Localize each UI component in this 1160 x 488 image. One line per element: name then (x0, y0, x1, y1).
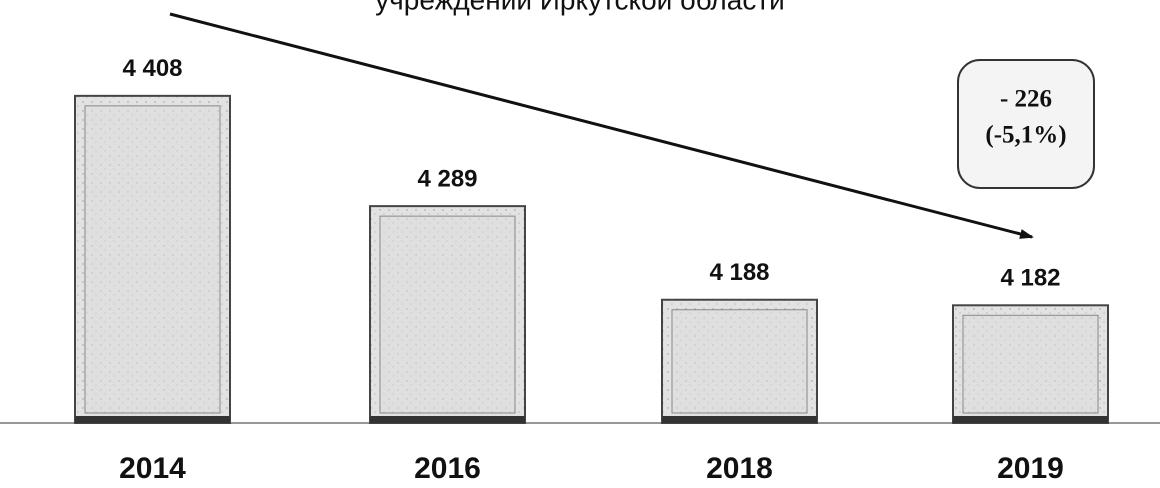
value-label: 4 182 (1000, 265, 1060, 292)
trend-arrow (169, 12, 1034, 239)
chart-title: учреждений Иркутской области (375, 0, 785, 15)
bar-bevel (962, 314, 1099, 414)
value-label: 4 188 (709, 259, 769, 286)
bar-bevel (379, 215, 516, 414)
bar-shadow (75, 416, 230, 423)
bar-shadow (662, 416, 817, 423)
value-label: 4 289 (417, 165, 477, 192)
annotation-box (957, 59, 1095, 189)
annotation: (-5,1%) (985, 122, 1066, 149)
x-tick-label: 2018 (706, 452, 773, 485)
bar-bevel (84, 105, 221, 414)
bar-shadow (370, 416, 525, 423)
x-tick-label: 2019 (997, 452, 1064, 485)
annotation: - 226 (1000, 86, 1052, 113)
bar-shadow (953, 416, 1108, 423)
value-label: 4 408 (122, 55, 182, 82)
bar-bevel (671, 309, 808, 414)
x-tick-label: 2014 (119, 452, 186, 485)
x-tick-label: 2016 (414, 452, 481, 485)
